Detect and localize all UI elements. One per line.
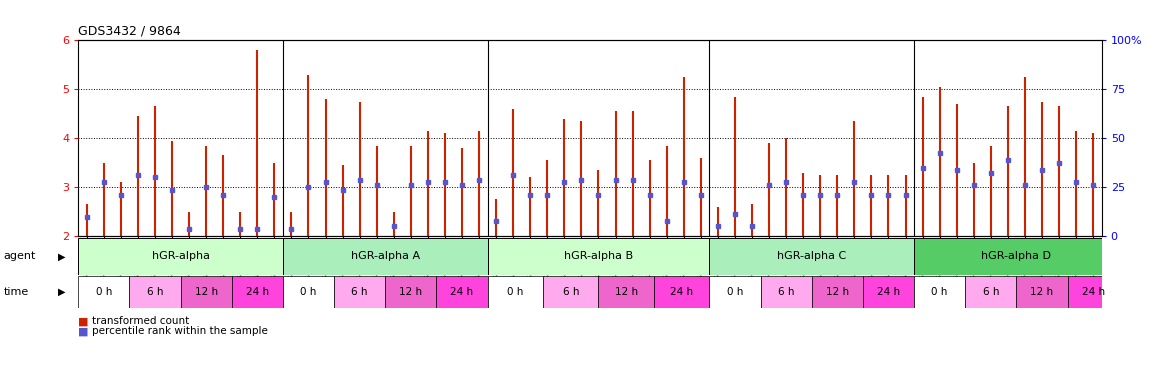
Text: hGR-alpha B: hGR-alpha B — [564, 251, 632, 262]
Bar — [543, 276, 598, 308]
Text: 24 h: 24 h — [877, 287, 900, 297]
Bar — [862, 276, 914, 308]
Text: hGR-alpha D: hGR-alpha D — [981, 251, 1051, 262]
Bar — [181, 276, 232, 308]
Text: 6 h: 6 h — [352, 287, 368, 297]
Text: 0 h: 0 h — [300, 287, 316, 297]
Bar — [710, 276, 760, 308]
Text: hGR-alpha C: hGR-alpha C — [777, 251, 846, 262]
Text: 24 h: 24 h — [670, 287, 693, 297]
Text: ■: ■ — [78, 326, 89, 336]
Text: time: time — [3, 287, 29, 297]
Text: 0 h: 0 h — [727, 287, 743, 297]
Text: ■: ■ — [78, 316, 89, 326]
Bar — [812, 276, 862, 308]
Text: hGR-alpha A: hGR-alpha A — [351, 251, 420, 262]
Text: agent: agent — [3, 251, 36, 262]
Bar — [488, 276, 543, 308]
Text: 0 h: 0 h — [507, 287, 523, 297]
Text: 6 h: 6 h — [777, 287, 795, 297]
Bar — [334, 276, 385, 308]
Text: 6 h: 6 h — [147, 287, 163, 297]
Text: 0 h: 0 h — [95, 287, 112, 297]
Bar — [283, 276, 335, 308]
Text: transformed count: transformed count — [92, 316, 190, 326]
Bar — [914, 238, 1119, 275]
Bar — [1017, 276, 1067, 308]
Text: ▶: ▶ — [58, 251, 66, 262]
Text: 24 h: 24 h — [451, 287, 474, 297]
Bar — [965, 276, 1017, 308]
Text: 12 h: 12 h — [614, 287, 638, 297]
Bar — [760, 276, 812, 308]
Bar — [598, 276, 654, 308]
Text: hGR-alpha: hGR-alpha — [152, 251, 209, 262]
Bar — [232, 276, 283, 308]
Text: 24 h: 24 h — [246, 287, 269, 297]
Bar — [914, 276, 965, 308]
Text: 0 h: 0 h — [932, 287, 948, 297]
Bar — [78, 276, 129, 308]
Bar — [283, 238, 488, 275]
Text: ▶: ▶ — [58, 287, 66, 297]
Bar — [78, 238, 283, 275]
Text: 12 h: 12 h — [399, 287, 422, 297]
Text: 12 h: 12 h — [1030, 287, 1053, 297]
Text: 6 h: 6 h — [562, 287, 578, 297]
Text: percentile rank within the sample: percentile rank within the sample — [92, 326, 268, 336]
Bar — [488, 238, 710, 275]
Bar — [654, 276, 710, 308]
Bar — [129, 276, 181, 308]
Text: 24 h: 24 h — [1082, 287, 1105, 297]
Text: 12 h: 12 h — [194, 287, 217, 297]
Bar — [1067, 276, 1119, 308]
Text: 6 h: 6 h — [982, 287, 999, 297]
Text: 12 h: 12 h — [826, 287, 849, 297]
Text: GDS3432 / 9864: GDS3432 / 9864 — [78, 25, 181, 38]
Bar — [710, 238, 914, 275]
Bar — [385, 276, 437, 308]
Bar — [437, 276, 488, 308]
